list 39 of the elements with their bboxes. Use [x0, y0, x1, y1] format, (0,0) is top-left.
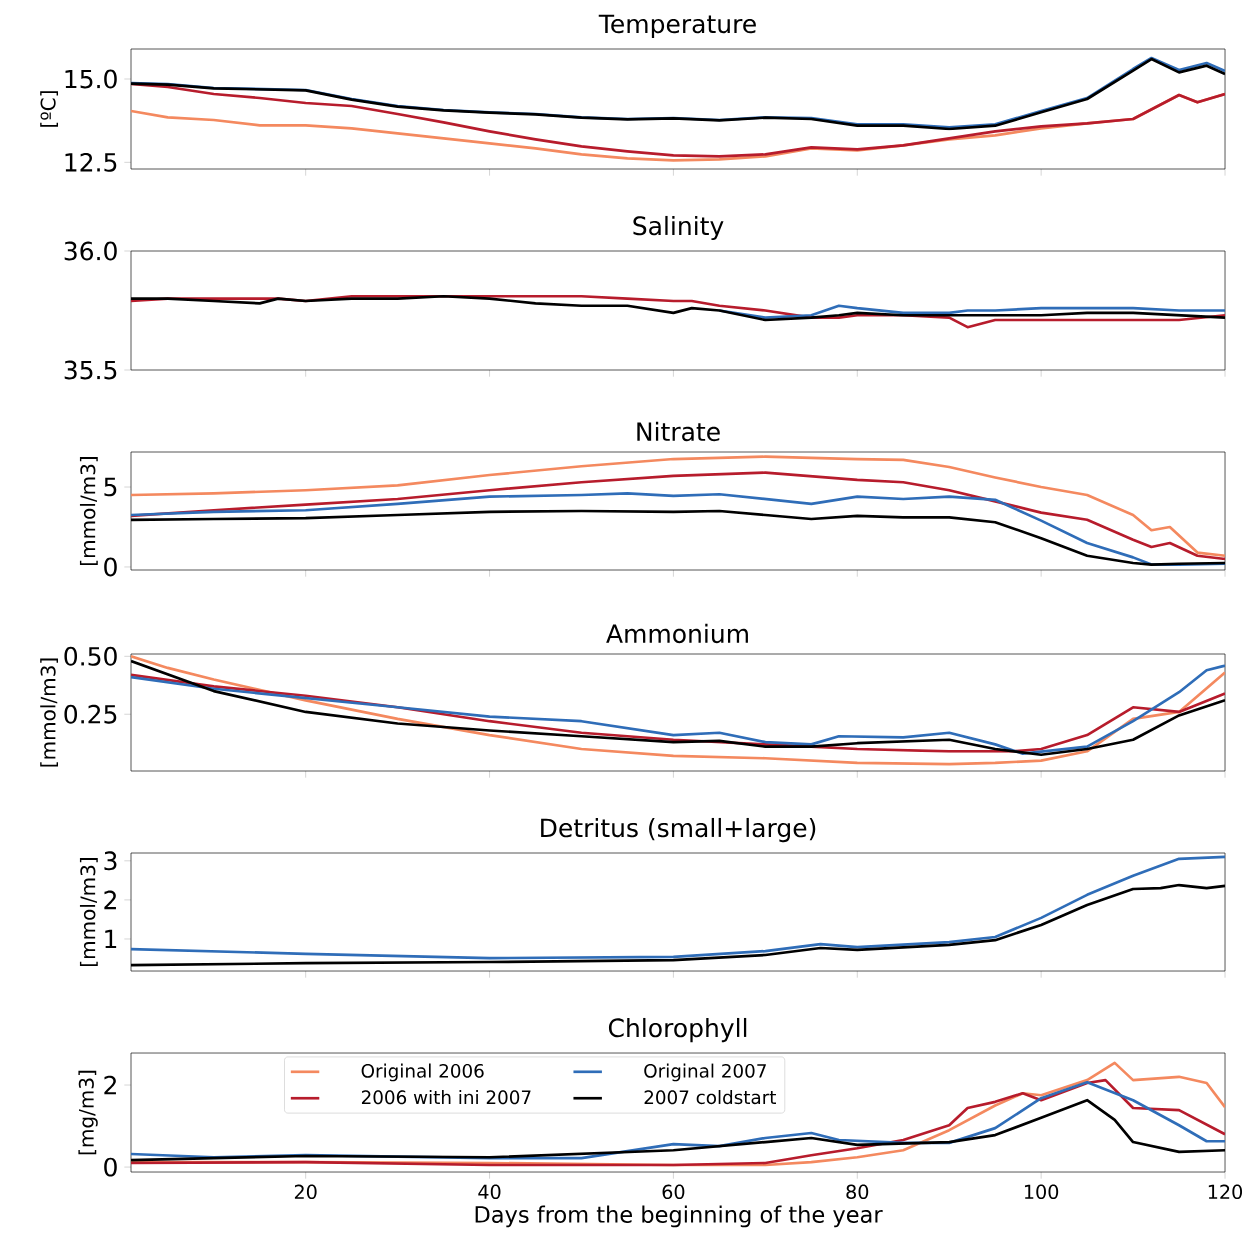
legend-label: 2007 coldstart: [644, 1090, 776, 1105]
x-tick-label: 60: [662, 1184, 685, 1200]
y-tick-label: 2: [104, 890, 116, 910]
chart-title: Chlorophyll: [608, 1017, 747, 1043]
y-tick-label: 3: [104, 851, 117, 871]
chart-title: Detritus (small+large): [541, 817, 816, 843]
y-axis-title: [ºC]: [40, 91, 59, 127]
y-axis-title: [mmol/m3]: [79, 457, 98, 565]
x-tick-label: 120: [1208, 1184, 1243, 1200]
y-tick-label: 1: [105, 929, 117, 949]
chart-title: Ammonium: [606, 623, 748, 644]
x-tick-label: 100: [1024, 1184, 1059, 1200]
y-axis-title: [mg/m3]: [78, 1070, 98, 1155]
legend-label: Original 2006: [361, 1063, 484, 1082]
y-axis-title: [mmol/m3]: [79, 858, 98, 966]
y-tick-label: 0: [104, 1157, 117, 1177]
chart-title: Nitrate: [637, 421, 720, 442]
line-series: [131, 471, 1226, 561]
x-tick-label: 20: [294, 1184, 317, 1200]
legend-label: 2006 with ini 2007: [361, 1090, 531, 1105]
y-tick-label: 15.0: [65, 69, 117, 89]
chart-title: Temperature: [598, 14, 756, 39]
legend-label: Original 2007: [644, 1063, 766, 1082]
line-series: [131, 82, 1226, 158]
y-tick-label: 0.25: [64, 704, 117, 724]
y-tick-label: 2: [104, 1075, 116, 1095]
chart-title: Salinity: [633, 215, 724, 241]
x-tick-label: 80: [846, 1184, 869, 1200]
y-tick-label: 5: [104, 477, 117, 497]
y-tick-label: 35.5: [64, 360, 117, 380]
y-tick-label: 12.5: [65, 152, 117, 172]
y-axis-title: [mmol/m3]: [40, 658, 59, 767]
y-tick-label: 36.0: [64, 241, 117, 261]
y-tick-label: 0.50: [64, 646, 117, 666]
line-series: [131, 855, 1226, 960]
line-series: [131, 455, 1226, 558]
x-axis-title: Days from the beginning of the year: [475, 1205, 883, 1228]
x-tick-label: 40: [478, 1184, 501, 1200]
y-tick-label: 0: [104, 557, 117, 577]
